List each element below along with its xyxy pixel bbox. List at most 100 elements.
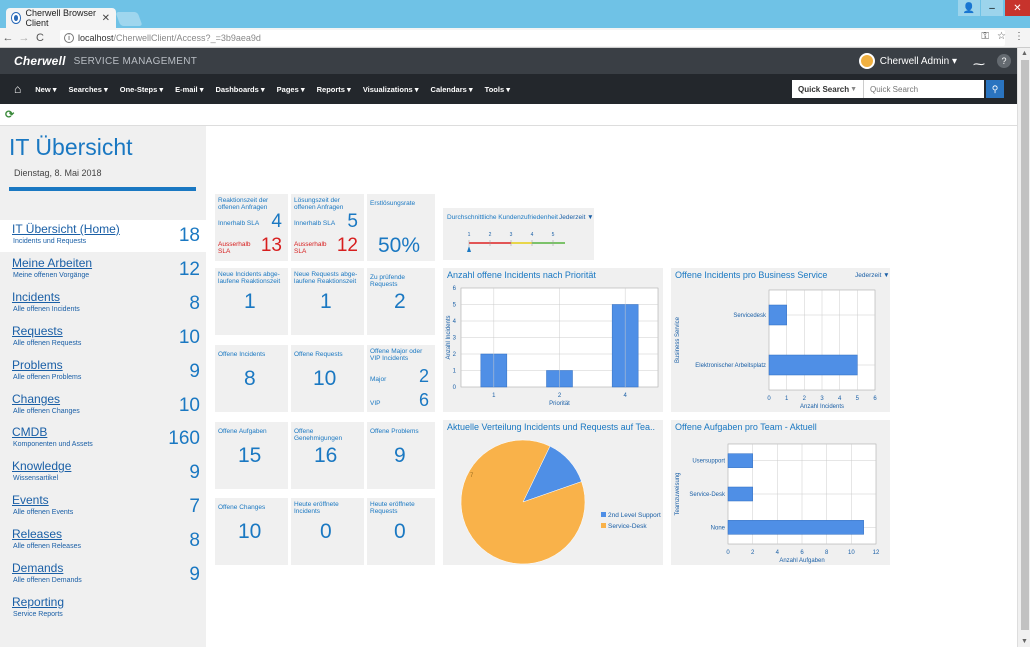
refresh-icon[interactable]: ⟳ [5, 109, 15, 121]
menu-reports[interactable]: Reports ▾ [316, 84, 351, 94]
tile-heute-requests[interactable]: Heute eröffnete Requests 0 [367, 498, 435, 565]
back-icon[interactable]: ← [2, 31, 14, 44]
browser-tab[interactable]: Cherwell Browser Client ✕ [6, 8, 116, 28]
y-tick-label: Service-Desk [689, 492, 726, 498]
nav-item-label[interactable]: Demands [12, 561, 64, 575]
search-icon[interactable]: ⚲ [986, 80, 1004, 98]
home-icon[interactable]: ⌂ [14, 82, 22, 96]
scroll-thumb[interactable] [1021, 60, 1029, 630]
menu-dots-icon[interactable]: ⋮ [1014, 31, 1024, 42]
nav-item-label[interactable]: Incidents [12, 290, 61, 304]
menu-pages[interactable]: Pages ▾ [276, 84, 305, 94]
nav-item-label[interactable]: Releases [12, 527, 63, 541]
info-icon[interactable]: i [64, 33, 74, 43]
nav-item-changes[interactable]: Changes Alle offenen Changes 10 [0, 390, 206, 422]
nav-item-count: 160 [168, 428, 200, 449]
star-icon[interactable]: ☆ [997, 31, 1006, 42]
widget-incidents-nach-prioritaet[interactable]: Anzahl offene Incidents nach Priorität 0… [443, 268, 663, 412]
menu-tools[interactable]: Tools ▾ [484, 84, 510, 94]
menu-visualizations[interactable]: Visualizations ▾ [362, 84, 419, 94]
widget-verteilung-teams[interactable]: Aktuelle Verteilung Incidents und Reques… [443, 420, 663, 565]
tile-loesungszeit[interactable]: Lösungszeit der offenen Anfragen Innerha… [291, 194, 364, 261]
key-icon[interactable]: ⚿ [981, 31, 990, 42]
nav-item-problems[interactable]: Problems Alle offenen Problems 9 [0, 356, 206, 388]
nav-item-incidents[interactable]: Incidents Alle offenen Incidents 8 [0, 288, 206, 320]
new-tab-button[interactable] [115, 12, 143, 26]
url-field[interactable]: i localhost/CherwellClient/Access?_=3b9a… [60, 30, 1005, 46]
nav-item-knowledge[interactable]: Knowledge Wissensartikel 9 [0, 457, 206, 489]
y-tick-label: 1 [453, 369, 457, 375]
user-menu[interactable]: Cherwell Admin ▾ [858, 53, 957, 69]
help-icon[interactable]: ? [997, 54, 1011, 68]
nav-item-meine-arbeiten[interactable]: Meine Arbeiten Meine offenen Vorgänge 12 [0, 254, 206, 286]
tile-value-inside-sla: 4 [271, 211, 282, 232]
nav-item-label[interactable]: Meine Arbeiten [12, 256, 93, 270]
tile-neue-incidents[interactable]: Neue Incidents abge-laufene Reaktionszei… [215, 268, 288, 335]
menu-dashboards[interactable]: Dashboards ▾ [215, 84, 265, 94]
quick-search-scope[interactable]: Quick Search ▼ [792, 80, 864, 98]
y-tick-label: None [711, 525, 726, 531]
widget-incidents-business-service[interactable]: Offene Incidents pro Business Service Je… [671, 268, 890, 412]
tile-major-vip[interactable]: Offene Major oder VIP Incidents Major 2 … [367, 345, 435, 412]
scroll-down-icon[interactable]: ▼ [1021, 638, 1028, 645]
menu-email[interactable]: E-mail ▾ [175, 84, 204, 94]
nav-item-demands[interactable]: Demands Alle offenen Demands 9 [0, 559, 206, 591]
period-dropdown[interactable]: Jederzeit ▼ [855, 272, 890, 279]
nav-item-requests[interactable]: Requests Alle offenen Requests 10 [0, 322, 206, 354]
title-underline [9, 187, 196, 191]
nav-item-label[interactable]: Changes [12, 392, 61, 406]
nav-item-label[interactable]: Events [12, 493, 49, 507]
menu-new[interactable]: New ▾ [35, 84, 57, 94]
gauge-yellow-band [511, 242, 532, 244]
nav-item-releases[interactable]: Releases Alle offenen Releases 8 [0, 525, 206, 557]
nav-item-count: 7 [189, 496, 200, 517]
close-window-button[interactable]: ✕ [1005, 0, 1030, 16]
bar [768, 304, 787, 326]
quick-search-input[interactable] [864, 80, 984, 98]
tile-offene-requests[interactable]: Offene Requests 10 [291, 345, 364, 412]
tile-zu-pruefende-requests[interactable]: Zu prüfende Requests 2 [367, 268, 435, 335]
y-tick-label: 3 [453, 336, 457, 342]
bar [768, 354, 858, 376]
tile-offene-problems[interactable]: Offene Problems 9 [367, 422, 435, 489]
nav-item-label[interactable]: CMDB [12, 425, 48, 439]
scroll-up-icon[interactable]: ▲ [1021, 50, 1028, 57]
nav-item-label[interactable]: Problems [12, 358, 63, 372]
nav-item-cmdb[interactable]: CMDB Komponenten und Assets 160 [0, 423, 206, 455]
profile-icon[interactable]: 👤 [958, 0, 980, 16]
minimize-button[interactable]: – [981, 0, 1003, 16]
tile-neue-requests[interactable]: Neue Requests abge-laufene Reaktionszeit… [291, 268, 364, 335]
tile-offene-aufgaben[interactable]: Offene Aufgaben 15 [215, 422, 288, 489]
nav-item-count: 8 [189, 530, 200, 551]
nav-item-count: 9 [189, 564, 200, 585]
menu-searches[interactable]: Searches ▾ [68, 84, 108, 94]
widget-aufgaben-pro-team[interactable]: Offene Aufgaben pro Team - Aktuell 0 2 4 6 8… [671, 420, 890, 565]
tile-erstloesungsrate[interactable]: Erstlösungsrate 50% [367, 194, 435, 261]
forward-icon[interactable]: → [18, 31, 30, 44]
period-dropdown[interactable]: Jederzeit ▼ [559, 214, 594, 221]
tile-title: Lösungszeit der offenen Anfragen [294, 197, 344, 211]
chart-incidents-prioritaet: 0 1 2 3 4 5 6 1 2 4 Priorität Anzahl Incidents [446, 286, 659, 407]
nav-item-label[interactable]: IT Übersicht (Home) [12, 222, 120, 236]
nav-item-it-uebersicht[interactable]: IT Übersicht (Home) Incidents und Reques… [0, 220, 206, 252]
tile-offene-genehmigungen[interactable]: Offene Genehmigungen 16 [291, 422, 364, 489]
nav-item-events[interactable]: Events Alle offenen Events 7 [0, 491, 206, 523]
bar [727, 486, 753, 502]
tile-reaktionszeit[interactable]: Reaktionszeit der offenen Anfragen Inner… [215, 194, 288, 261]
widget-kundenzufriedenheit[interactable]: Durchschnittliche Kundenzufriedenheit Je… [443, 208, 594, 260]
tile-heute-incidents[interactable]: Heute eröffnete Incidents 0 [291, 498, 364, 565]
quick-search-scope-label: Quick Search [798, 84, 850, 94]
scrollbar[interactable]: ▲ ▼ [1017, 48, 1030, 647]
nav-item-reporting[interactable]: Reporting Service Reports [0, 593, 206, 625]
x-tick-label: 1 [492, 393, 496, 399]
reload-icon[interactable]: C [36, 31, 44, 44]
nav-item-label[interactable]: Reporting [12, 595, 65, 609]
gauge-tick-label: 4 [531, 232, 534, 238]
tile-offene-changes[interactable]: Offene Changes 10 [215, 498, 288, 565]
nav-item-label[interactable]: Knowledge [12, 459, 72, 473]
nav-item-label[interactable]: Requests [12, 324, 63, 338]
menu-one-steps[interactable]: One-Steps ▾ [119, 84, 164, 94]
tile-offene-incidents[interactable]: Offene Incidents 8 [215, 345, 288, 412]
menu-calendars[interactable]: Calendars ▾ [430, 84, 473, 94]
tab-close-icon[interactable]: ✕ [101, 12, 110, 24]
